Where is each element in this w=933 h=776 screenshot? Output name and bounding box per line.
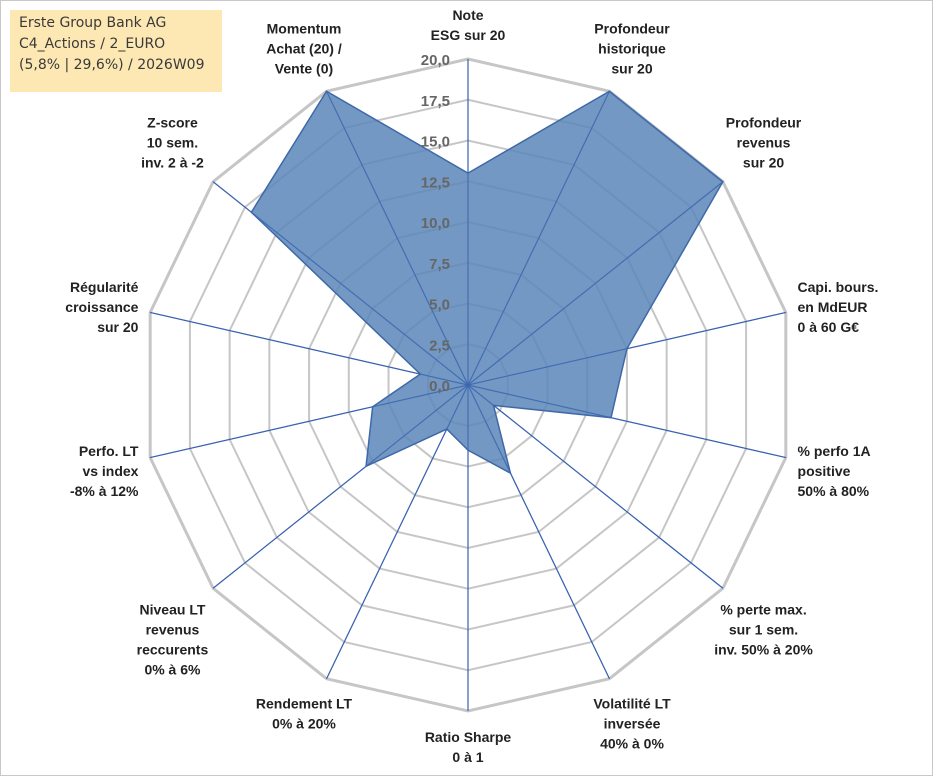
axis-label: Momentum bbox=[267, 20, 342, 36]
axis-label: Note bbox=[452, 7, 483, 23]
axis-label: 40% à 0% bbox=[600, 736, 664, 752]
axis-label: Régularité bbox=[70, 279, 139, 295]
axis-label: revenus bbox=[146, 622, 200, 638]
tick-label: 17,5 bbox=[421, 93, 450, 110]
axis-spoke-overlay-2 bbox=[467, 181, 724, 386]
axis-label: 0% à 20% bbox=[272, 716, 336, 732]
axis-label: Profondeur bbox=[594, 20, 670, 36]
axis-spoke-overlay-9 bbox=[212, 384, 469, 589]
axis-label: % perte max. bbox=[720, 602, 806, 618]
axis-label: en MdEUR bbox=[798, 299, 868, 315]
series-area-0 bbox=[250, 90, 724, 475]
axis-label: positive bbox=[798, 463, 851, 479]
tick-label: 12,5 bbox=[421, 174, 450, 191]
axis-label: Volatilité LT bbox=[593, 696, 671, 712]
axis-label: ESG sur 20 bbox=[431, 27, 506, 43]
axis-label: sur 20 bbox=[743, 154, 784, 170]
tick-label: 2,5 bbox=[429, 337, 450, 354]
axis-label: Vente (0) bbox=[275, 60, 333, 76]
axis-label: Niveau LT bbox=[140, 602, 206, 618]
axis-spoke-overlay-12 bbox=[212, 181, 469, 386]
axis-label: inv. 50% à 20% bbox=[714, 642, 813, 658]
axis-label: sur 1 sem. bbox=[729, 622, 798, 638]
axis-spoke-overlay-11 bbox=[150, 311, 469, 386]
tick-label: 15,0 bbox=[421, 134, 450, 151]
axis-spoke-overlay-8 bbox=[326, 384, 469, 679]
axis-label: Achat (20) / bbox=[266, 40, 342, 56]
axis-label: % perfo 1A bbox=[798, 443, 871, 459]
axis-label: inversée bbox=[604, 716, 661, 732]
axis-spoke-overlay-4 bbox=[467, 384, 786, 459]
axis-label: Capi. bours. bbox=[798, 279, 879, 295]
axis-label: 0% à 6% bbox=[144, 662, 201, 678]
axis-label: reccurents bbox=[137, 642, 209, 658]
info-box: Erste Group Bank AG C4_Actions / 2_EURO … bbox=[10, 10, 222, 92]
axis-label: -8% à 12% bbox=[70, 483, 139, 499]
axis-label: Profondeur bbox=[726, 114, 802, 130]
axis-spoke-overlay-5 bbox=[467, 384, 724, 589]
axis-label: croissance bbox=[65, 299, 138, 315]
axis-label: sur 20 bbox=[97, 319, 138, 335]
tick-label: 10,0 bbox=[421, 215, 450, 232]
axis-spoke-overlay-1 bbox=[467, 91, 610, 386]
axis-label: inv. 2 à -2 bbox=[141, 154, 204, 170]
tick-label: 20,0 bbox=[421, 52, 450, 69]
axis-label: Rendement LT bbox=[256, 696, 353, 712]
axis-spoke-overlay-13 bbox=[326, 91, 469, 386]
category-label: C4_Actions / 2_EURO bbox=[19, 36, 166, 52]
axis-label: Ratio Sharpe bbox=[425, 729, 512, 745]
axis-label: Perfo. LT bbox=[79, 443, 139, 459]
stats-label: (5,8% | 29,6%) / 2026W09 bbox=[19, 57, 205, 73]
axis-label: revenus bbox=[737, 134, 791, 150]
axis-label: 0 à 60 G€ bbox=[798, 319, 860, 335]
axis-spoke-overlay-3 bbox=[467, 311, 786, 386]
axis-label: vs index bbox=[82, 463, 138, 479]
axis-label: Z-score bbox=[147, 114, 198, 130]
axis-label: sur 20 bbox=[611, 60, 652, 76]
axis-label: historique bbox=[598, 40, 666, 56]
tick-label: 7,5 bbox=[429, 256, 450, 273]
axis-label: 10 sem. bbox=[147, 134, 198, 150]
company-name: Erste Group Bank AG bbox=[19, 15, 167, 31]
axis-label: 0 à 1 bbox=[452, 749, 483, 765]
tick-label: 5,0 bbox=[429, 297, 450, 314]
axis-spoke-overlay-6 bbox=[467, 384, 610, 679]
axis-spoke-overlay-10 bbox=[150, 384, 469, 459]
tick-label: 0,0 bbox=[429, 378, 450, 395]
axis-label: 50% à 80% bbox=[798, 483, 870, 499]
